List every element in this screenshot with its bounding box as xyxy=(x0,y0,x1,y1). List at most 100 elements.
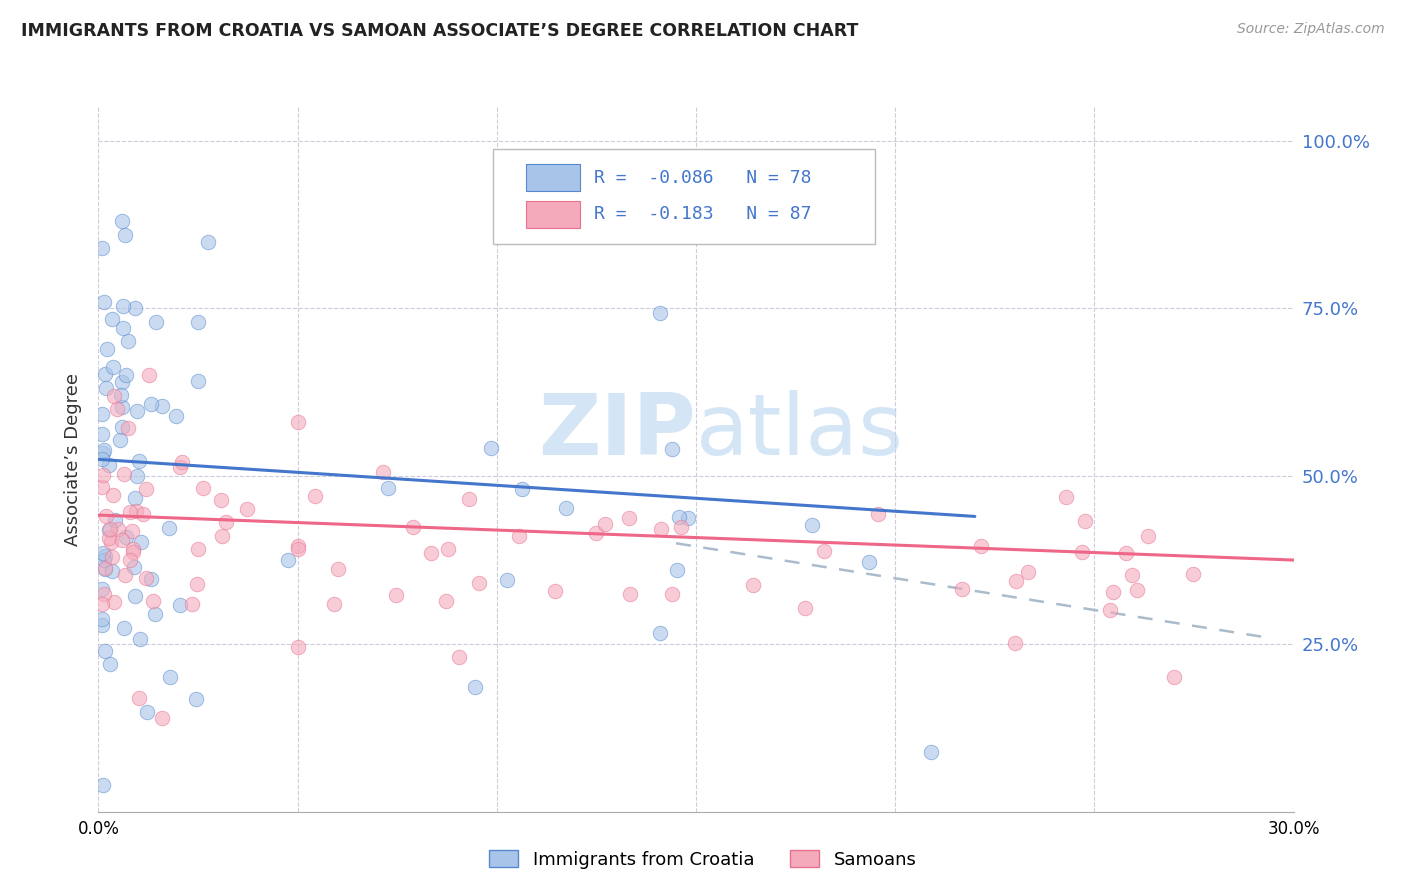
Point xyxy=(112,321,135,335)
Point xyxy=(91,546,114,560)
Point xyxy=(555,501,578,516)
Point xyxy=(186,577,208,591)
Point xyxy=(191,482,214,496)
Point xyxy=(277,553,299,567)
Text: R =  -0.183   N = 87: R = -0.183 N = 87 xyxy=(595,205,811,223)
Point xyxy=(125,504,148,518)
Point xyxy=(91,241,114,255)
Point xyxy=(101,487,124,501)
Text: IMMIGRANTS FROM CROATIA VS SAMOAN ASSOCIATE’S DEGREE CORRELATION CHART: IMMIGRANTS FROM CROATIA VS SAMOAN ASSOCI… xyxy=(21,22,859,40)
Point xyxy=(169,599,191,613)
Point xyxy=(112,467,135,481)
Point xyxy=(950,582,973,597)
Point xyxy=(287,640,309,654)
Point xyxy=(661,442,683,457)
Point xyxy=(103,595,125,609)
Point xyxy=(91,452,114,467)
Point xyxy=(124,491,146,505)
Point xyxy=(377,481,399,495)
Point xyxy=(128,690,150,705)
Point xyxy=(157,521,180,535)
Point xyxy=(91,407,114,421)
Point xyxy=(138,368,160,383)
Point xyxy=(122,544,145,558)
Point xyxy=(125,404,148,418)
Point xyxy=(1005,574,1028,588)
Point xyxy=(371,465,394,479)
Point xyxy=(124,590,146,604)
Point xyxy=(1071,545,1094,559)
Point xyxy=(91,468,114,483)
Point xyxy=(139,573,162,587)
Point xyxy=(467,575,489,590)
Point xyxy=(91,446,114,460)
Point xyxy=(125,469,148,483)
Point xyxy=(91,618,114,632)
Point xyxy=(1017,565,1039,579)
Point xyxy=(1182,566,1205,581)
Point xyxy=(136,705,159,719)
Point xyxy=(793,600,815,615)
Point xyxy=(128,454,150,468)
Point xyxy=(328,562,350,576)
Point xyxy=(287,416,309,430)
Point xyxy=(112,621,135,635)
Point xyxy=(114,368,136,382)
Point xyxy=(94,509,117,524)
Point xyxy=(122,559,145,574)
Point xyxy=(858,555,880,569)
Point xyxy=(110,387,132,401)
Point xyxy=(211,529,233,543)
Point xyxy=(813,544,835,558)
Point xyxy=(142,594,165,608)
Point xyxy=(544,583,567,598)
Point xyxy=(101,311,124,326)
Point xyxy=(117,334,139,348)
Point xyxy=(93,442,115,457)
Point xyxy=(111,375,134,389)
Point xyxy=(419,546,441,560)
Point xyxy=(94,367,117,381)
Point xyxy=(434,594,457,608)
Point xyxy=(93,586,115,600)
Point xyxy=(114,227,136,242)
Point xyxy=(650,522,672,536)
Point xyxy=(91,612,114,626)
Point xyxy=(104,513,127,527)
Point xyxy=(94,562,117,576)
Point xyxy=(145,315,167,329)
Point xyxy=(508,529,530,543)
Point xyxy=(93,552,115,566)
Y-axis label: Associate’s Degree: Associate’s Degree xyxy=(65,373,83,546)
Point xyxy=(479,442,502,456)
Point xyxy=(287,542,309,557)
Point xyxy=(93,294,115,309)
Point xyxy=(143,607,166,621)
Point xyxy=(101,549,124,564)
Point xyxy=(96,342,118,356)
Point xyxy=(437,542,460,557)
Point xyxy=(101,564,124,578)
Point xyxy=(159,671,181,685)
Point xyxy=(135,571,157,585)
Point xyxy=(91,480,114,494)
Text: atlas: atlas xyxy=(696,390,904,473)
Point xyxy=(110,214,132,228)
Point xyxy=(447,650,470,665)
Text: ZIP: ZIP xyxy=(538,390,696,473)
Point xyxy=(197,235,219,249)
Point xyxy=(114,567,136,582)
Point xyxy=(678,511,700,525)
Point xyxy=(209,493,232,508)
Point xyxy=(98,522,121,536)
Point xyxy=(322,597,344,611)
Point xyxy=(920,745,942,759)
Point xyxy=(304,489,326,503)
Point xyxy=(385,589,408,603)
Point xyxy=(1102,585,1125,599)
Point xyxy=(187,541,209,556)
Point xyxy=(100,535,122,549)
Point xyxy=(458,491,481,506)
Point xyxy=(665,563,688,577)
Point xyxy=(129,535,152,549)
